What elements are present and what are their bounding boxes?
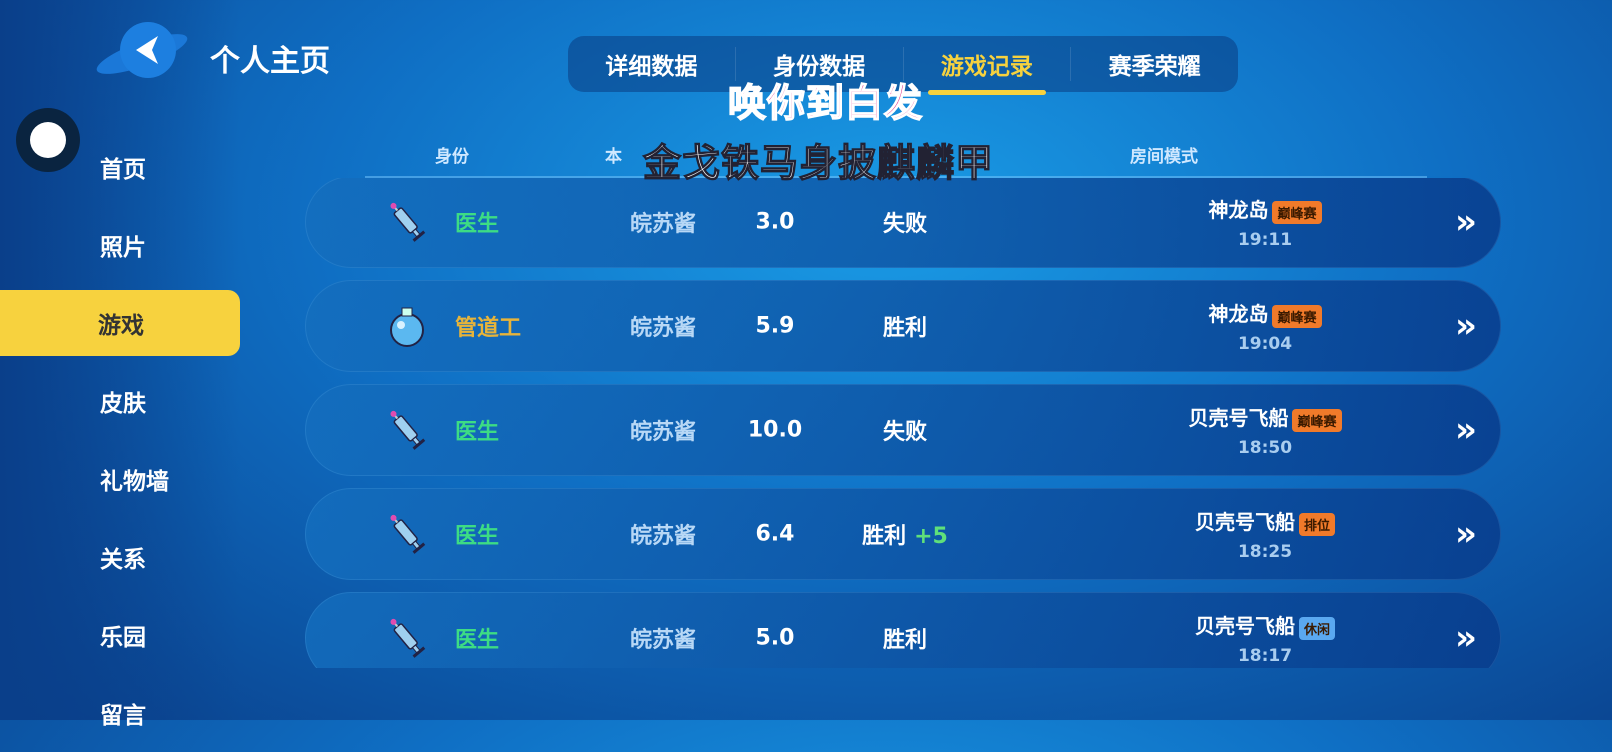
- tab-bar: 详细数据 身份数据 游戏记录 赛季荣耀: [568, 36, 1238, 95]
- sidebar-item-1[interactable]: 照片: [0, 206, 240, 284]
- sidebar-item-label: 关系: [100, 547, 146, 573]
- mode-badge: 巅峰赛: [1272, 201, 1322, 224]
- nickname: 皖苏酱: [630, 524, 697, 549]
- table-row[interactable]: 医生 皖苏酱 3.0 失败 神龙岛 巅峰赛 19:11 »: [305, 178, 1501, 268]
- back-button[interactable]: [92, 20, 192, 84]
- nickname: 皖苏酱: [630, 628, 697, 653]
- syringe-icon: [387, 511, 427, 557]
- room-mode: 神龙岛 巅峰赛 19:04: [1125, 298, 1405, 354]
- result-text: 胜利: [882, 628, 927, 653]
- column-header-mode: 房间模式: [1130, 147, 1198, 167]
- tab-2[interactable]: 游戏记录: [904, 47, 1072, 95]
- sidebar-item-label: 留言: [100, 703, 146, 729]
- sidebar-item-label: 乐园: [100, 625, 146, 651]
- table-row[interactable]: 医生 皖苏酱 10.0 失败 贝壳号飞船 巅峰赛 18:50 »: [305, 384, 1501, 476]
- subtitle-line-2: 金戈铁马身披麒麟甲: [642, 140, 995, 185]
- score: 5.9: [755, 313, 795, 339]
- result: 胜利 +5: [825, 518, 985, 550]
- game-record-list[interactable]: 医生 皖苏酱 3.0 失败 神龙岛 巅峰赛 19:11 » 管道工 皖苏酱 5.9 …: [305, 178, 1501, 668]
- map-name: 贝壳号飞船: [1194, 510, 1295, 534]
- sidebar-item-7[interactable]: 留言: [0, 674, 240, 752]
- room-mode: 贝壳号飞船 巅峰赛 18:50: [1125, 402, 1405, 458]
- time: 18:17: [1237, 646, 1293, 666]
- mode-badge: 巅峰赛: [1292, 409, 1342, 432]
- tab-1[interactable]: 身份数据: [736, 47, 904, 81]
- sidebar: 首页照片游戏皮肤礼物墙关系乐园留言: [0, 128, 240, 752]
- table-header: 身份 本 房间模式: [365, 134, 1427, 178]
- map-name: 贝壳号飞船: [1188, 406, 1289, 430]
- result: 胜利: [825, 310, 985, 342]
- result-text: 失败: [882, 212, 927, 237]
- syringe-icon: [387, 615, 427, 661]
- result-text: 胜利: [882, 316, 927, 341]
- column-header-role: 身份: [435, 147, 469, 167]
- time: 18:25: [1237, 542, 1293, 562]
- score: 6.4: [755, 521, 795, 547]
- role: 医生: [455, 420, 500, 445]
- score: 5.0: [755, 625, 795, 651]
- role: 医生: [455, 524, 500, 549]
- tab-0[interactable]: 详细数据: [568, 47, 736, 81]
- role: 医生: [455, 212, 500, 237]
- mode-badge: 排位: [1298, 513, 1335, 536]
- result: 失败: [825, 206, 985, 238]
- sidebar-item-2[interactable]: 游戏: [0, 290, 240, 356]
- double-chevron-right-icon[interactable]: »: [1455, 202, 1477, 242]
- time: 19:11: [1237, 230, 1293, 250]
- role: 医生: [455, 628, 500, 653]
- page-title: 个人主页: [210, 44, 330, 79]
- score: 3.0: [755, 209, 795, 235]
- sidebar-item-5[interactable]: 关系: [0, 518, 240, 596]
- double-chevron-right-icon[interactable]: »: [1455, 618, 1477, 658]
- subtitle-line-1: 唤你到白发: [727, 80, 924, 126]
- sidebar-item-label: 皮肤: [100, 391, 146, 417]
- result-text: 胜利: [862, 524, 907, 549]
- toggle-button[interactable]: [16, 108, 80, 172]
- sidebar-item-6[interactable]: 乐园: [0, 596, 240, 674]
- syringe-icon: [387, 407, 427, 453]
- sidebar-item-label: 礼物墙: [100, 469, 169, 495]
- table-row[interactable]: 管道工 皖苏酱 5.9 胜利 神龙岛 巅峰赛 19:04 »: [305, 280, 1501, 372]
- score-delta: +5: [914, 524, 948, 549]
- map-name: 神龙岛: [1208, 198, 1269, 222]
- sidebar-item-4[interactable]: 礼物墙: [0, 440, 240, 518]
- time: 18:50: [1237, 438, 1293, 458]
- bomb-icon: [387, 303, 427, 349]
- mode-badge: 巅峰赛: [1272, 305, 1322, 328]
- double-chevron-right-icon[interactable]: »: [1455, 306, 1477, 346]
- score: 10.0: [747, 417, 803, 443]
- sidebar-item-3[interactable]: 皮肤: [0, 362, 240, 440]
- room-mode: 神龙岛 巅峰赛 19:11: [1125, 194, 1405, 250]
- result: 失败: [825, 414, 985, 446]
- table-row[interactable]: 医生 皖苏酱 6.4 胜利 +5 贝壳号飞船 排位 18:25 »: [305, 488, 1501, 580]
- double-chevron-right-icon[interactable]: »: [1455, 514, 1477, 554]
- double-chevron-right-icon[interactable]: »: [1455, 410, 1477, 450]
- mode-badge: 休闲: [1298, 617, 1335, 640]
- room-mode: 贝壳号飞船 休闲 18:17: [1125, 610, 1405, 666]
- circle-icon: [30, 122, 66, 158]
- tab-3[interactable]: 赛季荣耀: [1108, 54, 1201, 80]
- map-name: 神龙岛: [1208, 302, 1269, 326]
- result: 胜利: [825, 622, 985, 654]
- table-row[interactable]: 医生 皖苏酱 5.0 胜利 贝壳号飞船 休闲 18:17 »: [305, 592, 1501, 668]
- sidebar-item-label: 首页: [100, 157, 146, 183]
- map-name: 贝壳号飞船: [1194, 614, 1295, 638]
- nickname: 皖苏酱: [630, 212, 697, 237]
- role: 管道工: [455, 316, 522, 341]
- time: 19:04: [1237, 334, 1293, 354]
- result-text: 失败: [882, 420, 927, 445]
- sidebar-item-0[interactable]: 首页: [0, 128, 240, 206]
- room-mode: 贝壳号飞船 排位 18:25: [1125, 506, 1405, 562]
- sidebar-item-label: 照片: [100, 235, 146, 261]
- nickname: 皖苏酱: [630, 316, 697, 341]
- column-header-name: 本: [605, 147, 622, 167]
- nickname: 皖苏酱: [630, 420, 697, 445]
- sidebar-item-label: 游戏: [98, 313, 144, 339]
- syringe-icon: [387, 199, 427, 245]
